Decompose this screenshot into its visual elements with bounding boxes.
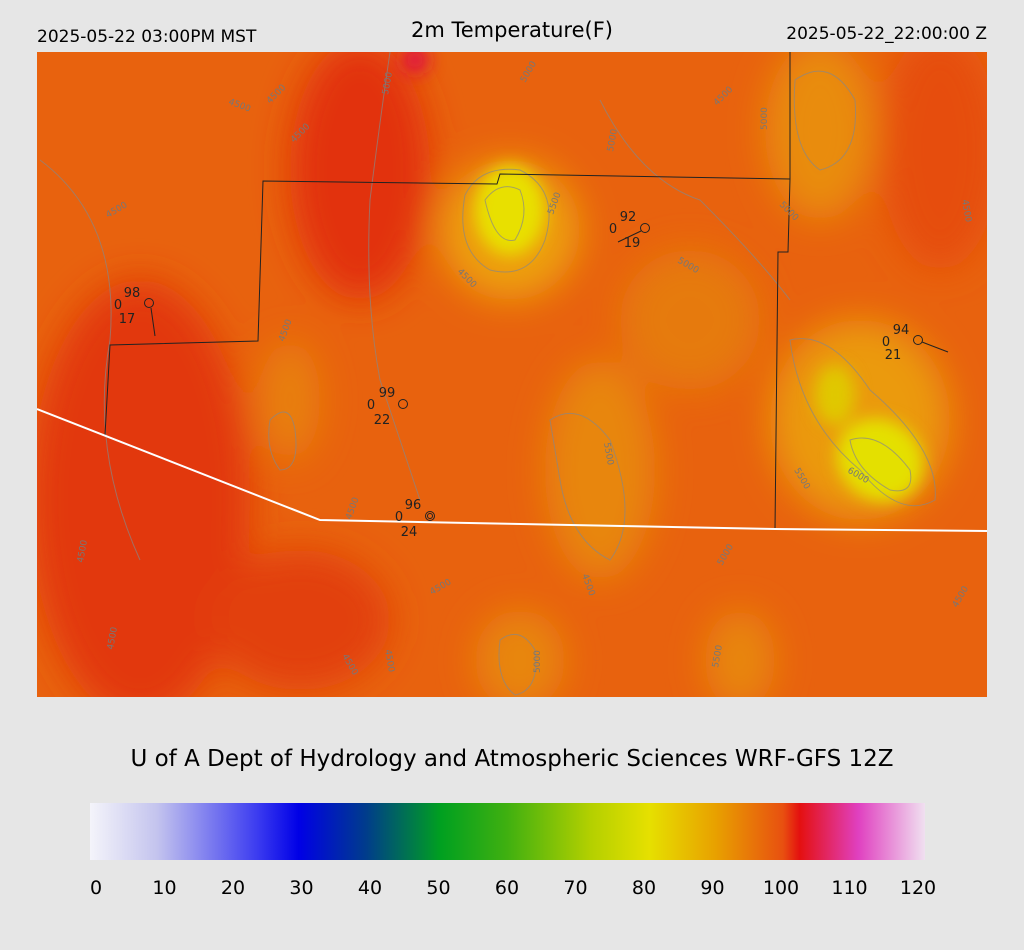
colorbar-tick-label: 90 [700,877,724,899]
colorbar-tick-label: 10 [152,877,176,899]
colorbar-tick-label: 110 [831,877,867,899]
contour-label: 5000 [760,107,770,130]
map-title: 2m Temperature(F) [411,18,613,42]
colorbar-tick-label: 60 [495,877,519,899]
colorbar [90,803,925,860]
colorbar-tick-label: 40 [358,877,382,899]
station-code: 0 [609,222,617,237]
contour-label: 4500 [959,199,973,224]
colorbar-tick-label: 0 [90,877,102,899]
contour-label: 4500 [76,539,90,564]
valid-time-local: 2025-05-22 03:00PM MST [37,27,257,47]
station-temperature: 94 [893,323,910,338]
station-temperature: 92 [620,210,637,225]
contour-label: 5500 [601,442,615,467]
colorbar-tick-label: 80 [632,877,656,899]
contour-label: 4500 [382,649,396,674]
colorbar-tick-label: 20 [221,877,245,899]
station-temperature: 99 [379,386,396,401]
colorbar-tick-label: 30 [289,877,313,899]
station-dewpoint: 17 [119,312,136,327]
colorbar-ticks: 0 10 20 30 40 50 60 70 80 90 100 110 120 [90,877,936,899]
colorbar-tick-label: 50 [426,877,450,899]
station-temperature: 98 [124,286,141,301]
colorbar-tick-label: 120 [900,877,936,899]
map: 4500 4500 5000 5000 4500 4500 5500 5000 … [37,52,987,697]
station-dewpoint: 24 [401,525,418,540]
station-code: 0 [882,335,890,350]
colorbar-tick-label: 100 [763,877,799,899]
colorbar-tick-label: 70 [563,877,587,899]
valid-time-utc: 2025-05-22_22:00:00 Z [786,24,987,44]
contour-label: 5000 [533,650,543,673]
station-plots [144,223,949,521]
credit: U of A Dept of Hydrology and Atmospheric… [130,746,893,772]
station-code: 0 [367,398,375,413]
station-dewpoint: 22 [374,413,391,428]
station-dewpoint: 21 [885,348,902,363]
station-code: 0 [395,510,403,525]
station-temperature: 96 [405,498,422,513]
contour-label: 5000 [606,128,620,153]
contour-label: 5500 [711,644,725,669]
contour-label: 5000 [381,71,395,96]
station-code: 0 [114,298,122,313]
contours [39,52,936,696]
station-text: 98 0 17 92 0 19 94 0 21 99 0 22 96 0 24 [114,210,909,540]
contour-label: 4500 [106,626,120,651]
station-dewpoint: 19 [624,236,641,251]
